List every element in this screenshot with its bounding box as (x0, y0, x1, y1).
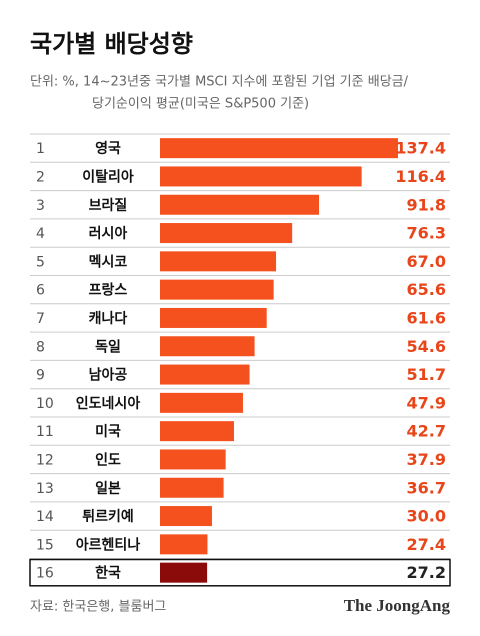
value-label: 137.4 (395, 139, 446, 158)
bar (160, 251, 277, 272)
bar (160, 138, 398, 159)
value-label: 47.9 (407, 393, 446, 412)
bar (160, 364, 250, 385)
value-label: 67.0 (407, 252, 446, 271)
rank: 6 (36, 283, 45, 299)
value-label: 91.8 (407, 195, 446, 214)
bar (160, 307, 267, 328)
rank: 8 (36, 339, 45, 355)
value-label: 42.7 (407, 422, 446, 441)
value-label: 27.4 (407, 535, 446, 554)
value-label: 116.4 (395, 167, 446, 186)
bar (160, 279, 274, 300)
bar (160, 562, 208, 583)
value-label: 30.0 (407, 507, 446, 526)
value-label: 76.3 (407, 224, 446, 243)
rank: 7 (36, 311, 45, 327)
subtitle: 단위: %, 14~23년중 국가별 MSCI 지수에 포함된 기업 기준 배당… (30, 75, 409, 90)
category-label: 튀르키예 (82, 509, 134, 525)
category-label: 브라질 (89, 198, 128, 214)
bar (160, 534, 208, 555)
rank: 11 (36, 424, 54, 440)
value-label: 65.6 (407, 280, 446, 299)
rank: 12 (36, 452, 54, 468)
bar (160, 336, 255, 357)
value-label: 27.2 (407, 563, 446, 582)
bar (160, 166, 362, 187)
bar (160, 449, 226, 470)
value-label: 51.7 (407, 365, 446, 384)
value-label: 37.9 (407, 450, 446, 469)
category-label: 영국 (95, 140, 121, 157)
value-label: 36.7 (407, 478, 446, 497)
category-label: 아르헨티나 (76, 536, 141, 553)
subtitle: 당기순이익 평균(미국은 S&P500 기준) (92, 97, 309, 112)
category-label: 멕시코 (89, 253, 128, 270)
bar (160, 194, 320, 215)
rank: 13 (36, 481, 54, 497)
bar (160, 392, 243, 413)
category-label: 인도 (95, 451, 121, 468)
highlight-box (29, 558, 451, 587)
category-label: 남아공 (89, 367, 128, 384)
rank: 3 (36, 198, 45, 214)
category-label: 일본 (95, 481, 121, 497)
category-label: 캐나다 (89, 311, 128, 327)
rank: 1 (36, 141, 45, 157)
source: 자료: 한국은행, 블룸버그 (30, 599, 166, 615)
value-label: 54.6 (407, 337, 446, 356)
category-label: 러시아 (89, 225, 128, 242)
rank: 14 (36, 509, 54, 525)
category-label: 한국 (95, 566, 121, 582)
bar (160, 477, 224, 498)
bar (160, 506, 212, 527)
rank: 16 (36, 566, 54, 582)
category-label: 독일 (95, 339, 121, 355)
chart-title: 국가별 배당성향 (30, 30, 193, 58)
rank: 5 (36, 254, 45, 270)
category-label: 프랑스 (89, 283, 128, 299)
brand: The JoongAng (344, 596, 451, 615)
bar (160, 421, 234, 442)
rank: 2 (36, 169, 45, 185)
category-label: 미국 (95, 424, 121, 440)
bar (160, 223, 293, 244)
category-label: 이탈리아 (82, 168, 134, 185)
rank: 10 (36, 396, 54, 412)
value-label: 61.6 (407, 308, 446, 327)
rank: 15 (36, 537, 54, 553)
rank: 9 (36, 368, 45, 384)
rank: 4 (36, 226, 45, 242)
category-label: 인도네시아 (76, 395, 141, 412)
